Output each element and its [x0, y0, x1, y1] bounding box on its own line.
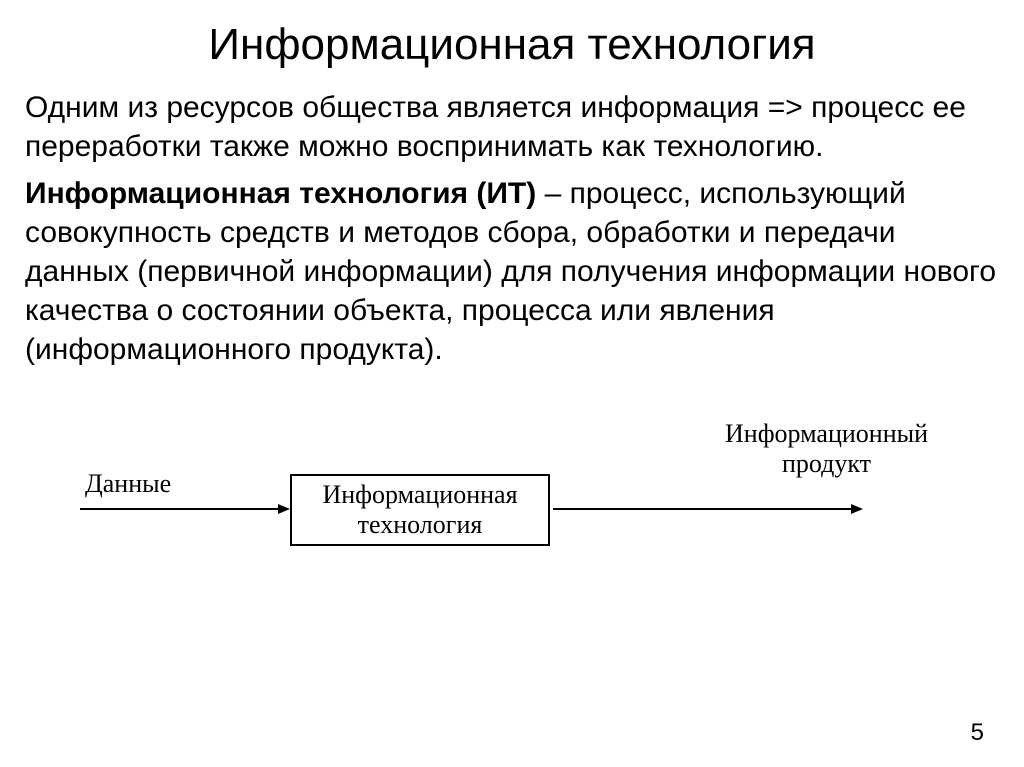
- flow-diagram: Данные Информационная технология Информа…: [25, 409, 999, 589]
- page-title: Информационная технология: [25, 20, 999, 70]
- diagram-output-label: Информационный продукт: [725, 419, 928, 479]
- diagram-process-box: Информационная технология: [290, 474, 550, 546]
- paragraph-1: Одним из ресурсов общества является инфо…: [25, 88, 999, 166]
- page-number: 5: [971, 719, 984, 747]
- arrow-output-icon: [553, 504, 863, 524]
- term-bold: Информационная технология (ИТ): [25, 177, 536, 210]
- paragraph-2: Информационная технология (ИТ) – процесс…: [25, 174, 999, 369]
- diagram-box-label: Информационная технология: [322, 480, 517, 539]
- diagram-input-label: Данные: [85, 469, 171, 499]
- arrow-input-icon: [80, 504, 290, 524]
